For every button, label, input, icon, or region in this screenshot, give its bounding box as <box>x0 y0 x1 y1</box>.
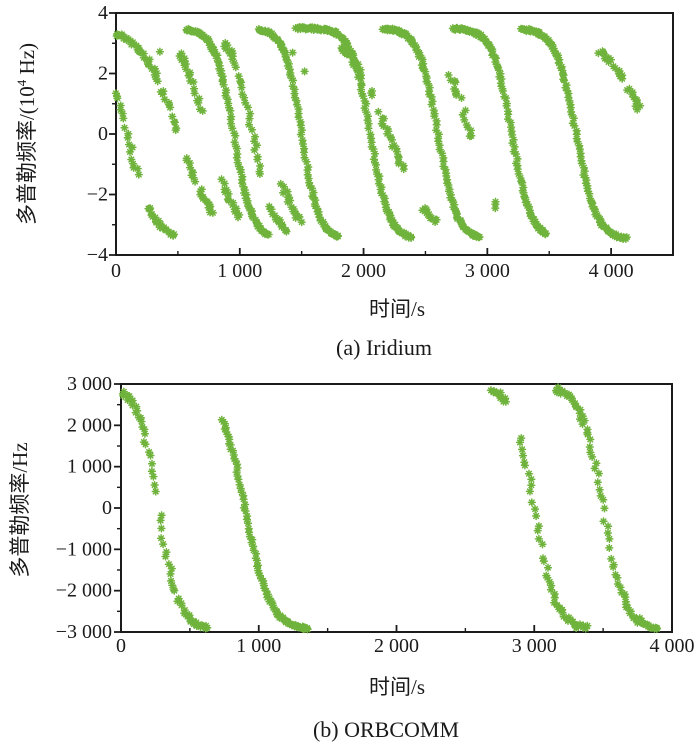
orbcomm-x-tick-label: 1 000 <box>236 635 281 657</box>
iridium-x-axis-label: 时间/s <box>368 297 426 321</box>
orbcomm-x-tick-label: 4 000 <box>650 635 695 657</box>
orbcomm-x-tick-label: 0 <box>116 635 126 657</box>
iridium-y-tick-label: 0 <box>98 123 108 145</box>
iridium-y-tick-label: −2 <box>87 184 108 206</box>
orbcomm-y-tick-label: −1 000 <box>56 538 112 560</box>
iridium-y-tick-label: −4 <box>87 244 108 266</box>
iridium-x-tick-label: 0 <box>111 260 121 282</box>
iridium-plot-area: 0 1 000 2 000 3 000 4 000 4 2 0 −2 −4 <box>87 2 674 282</box>
orbcomm-y-tick-label: 0 <box>102 497 112 519</box>
orbcomm-caption: (b) ORBCOMM <box>312 717 460 742</box>
iridium-caption: (a) Iridium <box>336 335 432 360</box>
orbcomm-y-tick-label: −2 000 <box>56 580 112 602</box>
iridium-y-tick-label: 4 <box>98 2 108 24</box>
orbcomm-y-tick-label: 2 000 <box>67 414 112 436</box>
orbcomm-x-tick-label: 3 000 <box>512 635 557 657</box>
orbcomm-x-axis-label: 时间/s <box>368 675 426 699</box>
orbcomm-scatter-points <box>118 383 662 634</box>
orbcomm-y-tick-label: −3 000 <box>56 621 112 643</box>
iridium-scatter-points <box>111 22 645 243</box>
iridium-x-tick-label: 4 000 <box>589 260 634 282</box>
iridium-x-tick-label: 2 000 <box>341 260 386 282</box>
orbcomm-y-axis-label: 多普勒频率/Hz <box>8 442 32 578</box>
orbcomm-y-tick-label: 3 000 <box>67 373 112 395</box>
orbcomm-plot-area: 0 1 000 2 000 3 000 4 000 3 000 2 000 1 000 0 −1 … <box>56 373 695 657</box>
iridium-x-tick-label: 1 000 <box>217 260 262 282</box>
iridium-y-tick-label: 2 <box>98 63 108 85</box>
iridium-y-axis-label: 多普勒频率/(104 Hz) <box>14 42 39 226</box>
iridium-x-tick-label: 3 000 <box>465 260 510 282</box>
orbcomm-axes-box <box>120 383 673 633</box>
orbcomm-x-tick-label: 2 000 <box>374 635 419 657</box>
orbcomm-y-tick-label: 1 000 <box>67 456 112 478</box>
